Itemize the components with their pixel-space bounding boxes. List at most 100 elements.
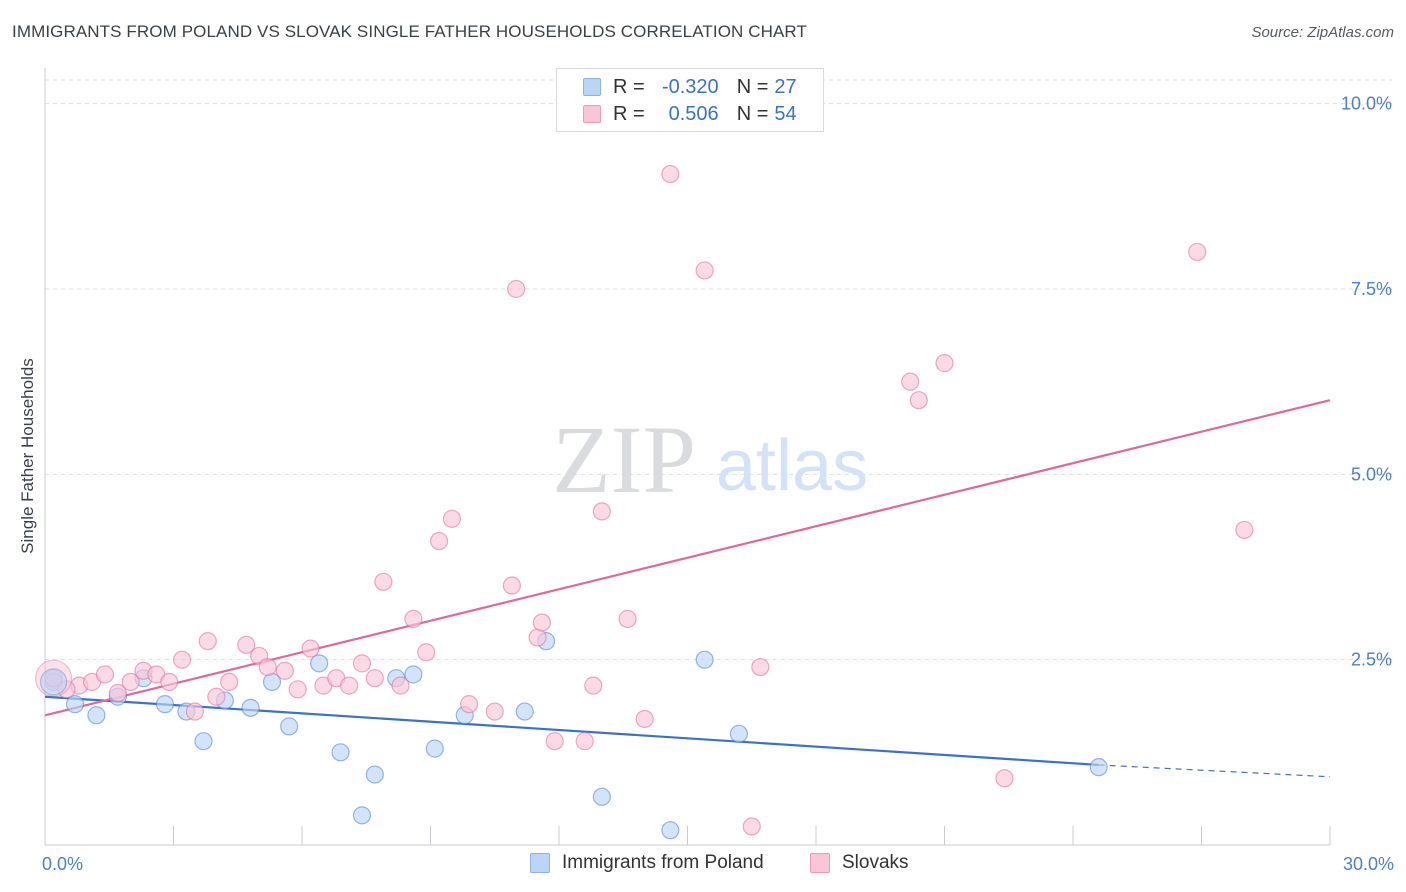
slovaks-point (352, 654, 372, 673)
poland-point (365, 765, 384, 784)
correlation-legend: R = -0.320 N = 27 R = 0.506 N = 54 (556, 68, 824, 132)
slovaks-point (172, 650, 192, 669)
legend-row-poland: R = -0.320 N = 27 (583, 73, 797, 101)
legend-label-slovaks: Slovaks (842, 852, 909, 873)
n-value: 27 (774, 75, 797, 98)
slovaks-point (340, 676, 359, 695)
slovaks-point (185, 702, 205, 721)
poland-point (661, 821, 680, 840)
poland-trend-extension (1098, 764, 1331, 778)
slovaks-point (237, 635, 256, 654)
poland-point (425, 739, 444, 758)
y-tick-label: 7.5% (1351, 279, 1392, 299)
legend-swatch-slovaks (810, 853, 830, 873)
slovaks-point (507, 279, 526, 299)
y-tick-label: 2.5% (1351, 650, 1392, 670)
slovaks-point (935, 354, 954, 373)
poland-point (155, 695, 175, 714)
slovaks-point (584, 676, 603, 695)
slovaks-point (661, 164, 680, 184)
slovaks-point (374, 572, 393, 591)
poland-point (310, 654, 329, 673)
slovaks-point (275, 661, 294, 680)
source-label: Source: ZipAtlas.com (1251, 24, 1394, 41)
slovaks-point (417, 643, 436, 662)
poland-point (729, 724, 749, 743)
n-label: N = (736, 75, 769, 98)
r-value: 0.506 (668, 102, 719, 125)
legend-row-slovaks: R = 0.506 N = 54 (583, 100, 797, 128)
slovaks-point (391, 676, 410, 695)
slovaks-point (502, 576, 521, 595)
slovaks-point (545, 732, 564, 751)
y-tick-label: 10.0% (1341, 94, 1392, 114)
n-label: N = (736, 102, 769, 125)
poland-point (515, 702, 534, 721)
slovaks-point (751, 657, 770, 677)
slovaks-point (695, 261, 714, 280)
y-tick-label: 5.0% (1351, 464, 1392, 484)
poland-point (592, 787, 611, 806)
slovaks-point (207, 687, 226, 706)
poland-point (695, 650, 714, 669)
slovaks-point (459, 695, 479, 714)
slovaks-point (404, 609, 423, 628)
slovaks-point (198, 632, 217, 651)
slovaks-point (575, 732, 594, 751)
legend-label-poland: Immigrants from Poland (562, 852, 764, 873)
data-points (34, 164, 1254, 840)
legend-item-poland[interactable]: Immigrants from Poland (530, 852, 764, 874)
slovaks-point (742, 817, 761, 836)
series-legend: Immigrants from Poland Slovaks (0, 852, 1406, 878)
r-label: R = (613, 102, 645, 125)
poland-point (280, 717, 299, 736)
legend-swatch-slovaks (583, 105, 601, 123)
slovaks-point (592, 502, 611, 521)
legend-swatch-poland (530, 853, 550, 873)
r-label: R = (613, 75, 645, 98)
slovaks-point (365, 669, 384, 688)
slovaks-point (532, 613, 551, 632)
slovaks-point (95, 665, 115, 684)
x-tick-label: 30.0% (1343, 854, 1394, 874)
slovaks-point (288, 680, 307, 699)
poland-point (1089, 758, 1108, 777)
poland-point (404, 665, 423, 684)
slovaks-point (301, 639, 320, 658)
slovaks-point (121, 672, 140, 692)
slovaks-point (901, 372, 920, 391)
poland-point (194, 732, 213, 751)
slovaks-point (909, 391, 928, 410)
watermark-zip: ZIP (552, 406, 696, 513)
slovaks-point (618, 609, 637, 628)
watermark: ZIP atlas (552, 406, 868, 513)
watermark-atlas: atlas (716, 426, 868, 506)
poland-point (65, 695, 85, 714)
poland-point (331, 743, 350, 762)
x-tick-label: 0.0% (42, 854, 83, 874)
slovaks-point (108, 683, 127, 703)
n-value: 54 (774, 102, 797, 125)
slovaks-point (1188, 242, 1207, 262)
slovaks-point (1235, 520, 1254, 540)
slovaks-point (160, 672, 179, 692)
poland-point-large (39, 668, 68, 696)
poland-point (87, 706, 106, 725)
legend-item-slovaks[interactable]: Slovaks (810, 852, 909, 874)
poland-point (241, 698, 260, 717)
slovaks-point (258, 657, 277, 677)
slovaks-point (429, 531, 449, 551)
slovaks-point (485, 702, 504, 721)
r-value: -0.320 (661, 75, 719, 98)
slovaks-point (442, 509, 462, 528)
chart-title: IMMIGRANTS FROM POLAND VS SLOVAK SINGLE … (12, 22, 807, 41)
slovaks-point (635, 709, 654, 729)
slovaks-point (220, 672, 239, 692)
grid-lines (45, 79, 1392, 661)
slovaks-point (995, 769, 1014, 788)
poland-point (352, 806, 372, 825)
axis-ticks: 2.5% 5.0% 7.5% 10.0% 0.0% 30.0% (42, 94, 1394, 874)
poland-trend-line (44, 695, 1099, 767)
legend-swatch-poland (583, 78, 601, 96)
